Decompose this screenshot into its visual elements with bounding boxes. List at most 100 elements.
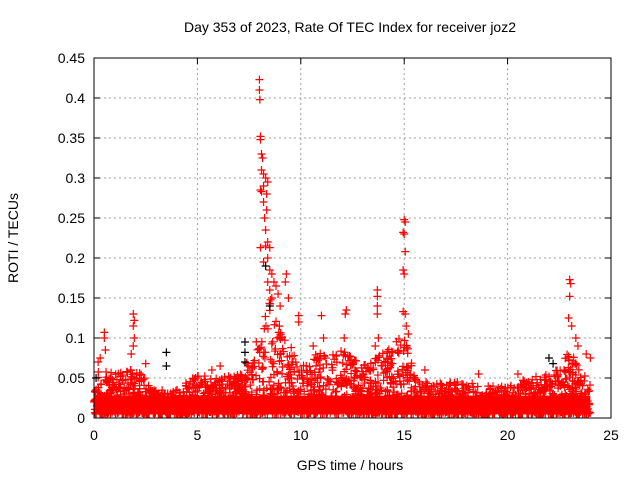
data-point-background [121,375,130,384]
data-point [294,318,303,326]
data-point [100,334,109,342]
x-tick-label: 25 [603,427,619,443]
data-point [420,366,429,374]
data-point-background [247,370,256,379]
data-point-background [366,378,375,387]
data-point [257,166,266,174]
data-point-background [364,387,373,396]
data-point-background [200,375,209,384]
data-point-background [367,379,376,388]
data-point-background [386,361,395,370]
data-point-background [568,360,577,369]
y-tick-label: 0 [77,410,85,426]
y-tick-label: 0.3 [66,170,86,186]
data-point [262,190,271,198]
data-point [399,266,408,274]
data-point-background [351,387,360,396]
data-point-background [126,366,135,375]
data-point-background [112,375,121,384]
data-point-background [353,367,362,376]
data-point-background [517,382,526,391]
data-point-background [332,374,341,383]
data-point [265,243,274,252]
data-point-background [347,360,356,369]
data-point-background [313,353,322,362]
y-tick-label: 0.35 [58,130,85,146]
data-point-background [287,343,296,352]
data-point [400,270,409,278]
data-point [216,362,225,370]
data-point-background [96,380,105,389]
data-point-background [400,336,409,345]
data-point-background [173,385,182,394]
data-point [260,214,269,222]
data-point-background [321,354,330,363]
data-point [263,238,272,246]
data-point-background [387,359,396,368]
data-point-background [284,370,293,379]
data-point [404,330,413,338]
data-point-background [106,387,115,396]
data-point-background [350,373,359,382]
data-point-background [331,387,340,396]
data-point-background [282,388,291,397]
data-point-background [260,386,269,395]
data-point-background [266,355,275,364]
data-point [566,279,575,288]
data-point-background [508,388,517,397]
data-point-background [319,381,328,390]
data-point [401,310,410,318]
x-tick-label: 5 [194,427,202,443]
y-tick-label: 0.2 [66,250,86,266]
data-point [240,358,249,366]
data-point-background [565,373,574,382]
data-point-background [114,384,123,393]
data-point-background [225,377,234,386]
data-point-background [135,374,144,383]
data-point-background [572,361,581,370]
data-point [92,374,101,382]
data-point-background [261,348,270,357]
data-point-background [328,366,337,375]
data-point [255,95,264,104]
data-point-background [473,382,482,391]
data-point-background [540,385,549,394]
data-point-background [398,365,407,374]
axis-ticks: 0 0.05 0.1 0.15 0.2 0.25 0.3 0.35 0.4 0.45 0 5 10 15 2… [58,50,619,443]
data-point-background [553,372,562,381]
data-point-background [412,388,421,397]
data-point [101,346,110,354]
data-point-background [519,376,528,385]
x-tick-label: 0 [90,427,98,443]
x-axis-label: GPS time / hours [297,457,404,473]
x-tick-label: 20 [500,427,516,443]
data-point-background [252,371,261,380]
data-point-background [387,372,396,381]
data-point-background [306,375,315,384]
data-point-background [457,380,466,389]
data-point [94,358,103,366]
data-point [267,270,276,278]
data-point [261,242,270,250]
chart-title: Day 353 of 2023, Rate Of TEC Index for r… [184,19,516,35]
data-point-background [243,375,252,384]
data-point [240,338,249,346]
data-point-background [416,387,425,396]
data-point [130,334,139,342]
data-point [129,342,138,350]
data-point-background [536,375,545,384]
data-point [402,322,411,330]
data-point-background [407,359,416,368]
data-point-background [275,357,284,366]
data-point-background [258,363,267,372]
data-point-background [266,373,275,382]
data-point-background [261,312,270,321]
data-point-background [158,386,167,395]
data-point-background [436,379,445,388]
data-point-background [341,375,350,384]
data-point-background [340,367,349,376]
data-point-background [211,387,220,396]
data-point-background [267,339,276,348]
data-point [162,348,171,357]
data-point-background [212,374,221,383]
